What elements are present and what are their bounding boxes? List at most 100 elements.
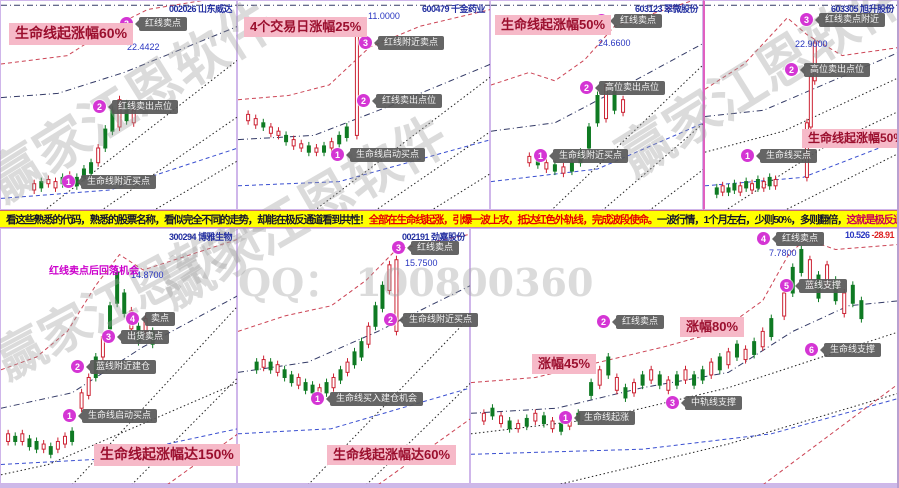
annotation-tag: 2 蓝线附近建仓: [71, 360, 157, 374]
marker-circle: 1: [741, 149, 754, 163]
annotation-tag-label: 中轨线支撑: [680, 396, 743, 410]
banner-text-segment: 全部在生命线起涨，引爆一波上攻，抵达红色外轨线，完成波段使命。: [368, 213, 659, 226]
candle-body: [27, 438, 32, 448]
candle-body: [490, 407, 495, 417]
annotation-tag-label: 红线卖点: [406, 241, 460, 255]
stock-title-segment: 600479 千金药业: [421, 4, 486, 14]
candle-body: [623, 387, 628, 399]
candle-body: [842, 292, 847, 314]
channel-line-blue: [238, 139, 491, 187]
candle-body: [276, 130, 281, 136]
candle-body: [692, 374, 697, 386]
candle-body: [709, 361, 714, 376]
free-annotation-text: 红线卖点后回落机会: [49, 266, 139, 277]
candle-body: [296, 376, 301, 386]
candlestick-chart: [705, 4, 897, 211]
annotation-tag-label: 蓝线支撑: [794, 279, 848, 293]
candle-body: [744, 181, 749, 189]
stock-title-segment: 10.526: [844, 230, 872, 240]
candle-body: [246, 113, 251, 122]
price-value: 22.9000: [795, 39, 828, 49]
candle-body: [614, 376, 619, 391]
annotation-tag-label: 生命线启动买点: [345, 148, 426, 162]
candle-body: [324, 382, 329, 394]
annotation-tag: 1 生命线启动买点: [331, 148, 426, 162]
price-value: 11.0000: [368, 11, 400, 21]
candle-body: [714, 187, 719, 195]
annotation-tag-label: 生命线附近买点: [398, 313, 479, 327]
highlight-label: 生命线起涨幅60%: [9, 23, 134, 45]
annotation-tag: 1 生命线买点: [741, 149, 818, 163]
candle-body: [13, 435, 18, 442]
candle-body: [48, 446, 53, 455]
marker-circle: 1: [559, 411, 572, 425]
annotation-tag-label: 出货卖点: [116, 330, 170, 344]
stock-title: 603123 翠微股份: [634, 2, 699, 15]
channel-line-black: [601, 122, 704, 211]
candle-body: [275, 364, 280, 373]
banner-text-segment: 一波行情，1个月左右，少则50%，多则翻倍，: [657, 213, 848, 226]
candle-body: [344, 126, 349, 138]
candle-body: [282, 369, 287, 378]
candle-body: [657, 374, 662, 386]
candle-body: [597, 369, 602, 386]
candle-body: [649, 369, 654, 381]
candle-body: [674, 374, 679, 386]
channel-line-black: [1, 382, 238, 476]
annotation-tag-label: 红线附近卖点: [373, 36, 445, 50]
channel-line-navy: [471, 300, 897, 414]
annotation-tag: 1 生命线启动买点: [63, 409, 158, 423]
candle-body: [299, 143, 304, 149]
highlight-label: 生命线起涨幅达60%: [327, 445, 457, 466]
marker-circle: 2: [785, 63, 798, 77]
bottom-border-strip: [0, 484, 897, 488]
candle-body: [799, 248, 804, 274]
annotation-tag: 4 红线卖点: [757, 232, 825, 246]
annotation-tag: 5 蓝线支撑: [780, 279, 848, 293]
candle-body: [86, 376, 91, 396]
annotation-tag: 4 卖点: [126, 312, 176, 326]
price-value: 22.4422: [127, 42, 160, 52]
candle-body: [46, 179, 51, 185]
highlight-label: 生命线起涨幅达150%: [94, 444, 240, 466]
candle-body: [606, 356, 611, 376]
candle-body: [499, 415, 504, 425]
stock-title-segment: 300294 博雅生物: [168, 232, 233, 242]
candle-body: [55, 440, 60, 450]
candle-body: [507, 420, 512, 430]
banner-text-segment: 看这些熟悉的代码，熟悉的股票名称，看似完全不同的走势，却能在极反通道看到共性！: [6, 213, 370, 226]
candle-body: [726, 187, 731, 193]
candle-body: [752, 341, 757, 355]
candle-body: [387, 264, 392, 291]
price-value: 7.7800: [769, 248, 797, 258]
chart-panel-p3: 603123 翠微股份生命线起涨幅50%24.66003红线卖点2高位卖出点位1…: [490, 0, 704, 211]
price-value: 15.7500: [405, 258, 438, 268]
stock-title: 002026 山东威达: [169, 2, 233, 15]
annotation-tag-label: 生命线买点: [755, 149, 818, 163]
marker-circle: 2: [71, 360, 84, 374]
channel-line-red: [1, 1, 203, 65]
candle-body: [773, 179, 778, 187]
channel-line-blue: [705, 140, 897, 187]
candle-body: [589, 382, 594, 396]
marker-circle: 2: [357, 94, 370, 108]
channel-line-red: [705, 17, 897, 90]
candle-body: [717, 356, 722, 371]
channel-line-black: [471, 331, 897, 435]
candle-body: [20, 433, 25, 442]
candle-body: [62, 435, 67, 445]
annotation-tag: 1 生命线附近买点: [62, 175, 157, 189]
stock-title-segment: 603123 翠微股份: [634, 4, 699, 14]
candle-body: [254, 361, 259, 371]
candle-body: [261, 359, 266, 368]
candle-body: [734, 343, 739, 358]
candle-body: [559, 423, 564, 432]
highlight-label: 生命线起涨幅50%: [802, 129, 897, 148]
candle-body: [380, 284, 385, 309]
candlestick-chart: [491, 1, 704, 211]
annotation-tag-label: 红线卖出点位: [371, 94, 443, 108]
candle-body: [750, 183, 755, 191]
candle-body: [366, 325, 371, 345]
annotation-tag-label: 生命线附近买点: [76, 175, 157, 189]
